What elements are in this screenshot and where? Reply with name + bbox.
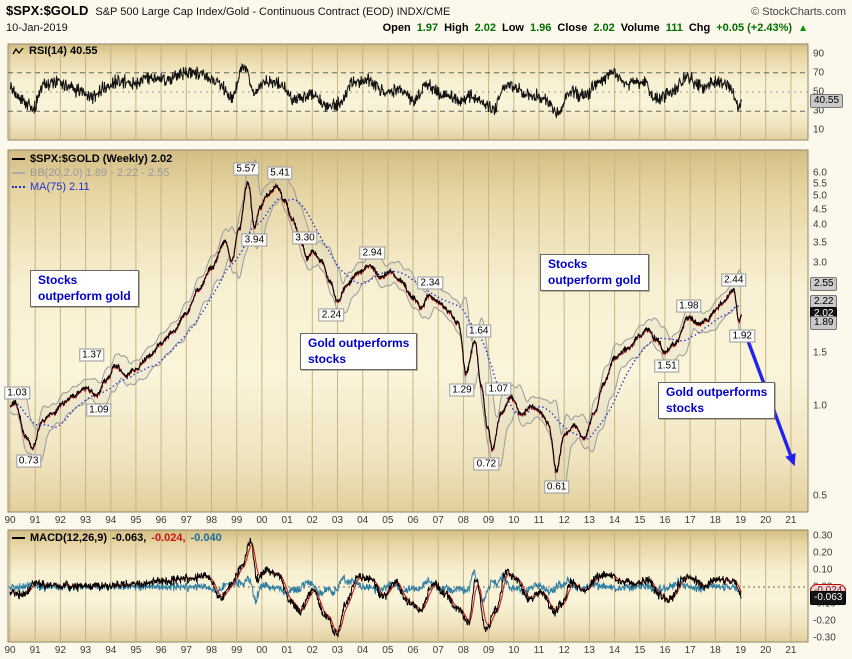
volume-value: 111 bbox=[665, 22, 683, 34]
rsi-legend: RSI(14) 40.55 bbox=[12, 45, 97, 57]
macd-value: -0.063, bbox=[112, 532, 147, 544]
high-value: 2.02 bbox=[474, 22, 496, 34]
price-legend: $SPX:$GOLD (Weekly) 2.02 bbox=[12, 153, 172, 165]
price-line-swatch bbox=[12, 158, 25, 160]
macd-legend: MACD(12,26,9) -0.063, -0.024, -0.040 bbox=[12, 532, 222, 544]
bb-legend: BB(20,2.0) 1.89 - 2.22 - 2.55 bbox=[12, 167, 169, 179]
macd-legend-label: MACD(12,26,9) bbox=[30, 532, 108, 544]
high-label: High bbox=[444, 22, 469, 34]
close-label: Close bbox=[557, 22, 588, 34]
up-triangle-icon: ▲ bbox=[798, 23, 808, 34]
bb-line-swatch bbox=[12, 172, 25, 174]
ma-line-swatch bbox=[12, 186, 25, 188]
macd-line bbox=[9, 537, 742, 638]
macd-line-swatch bbox=[12, 537, 25, 539]
close-value: 2.02 bbox=[593, 22, 615, 34]
rsi-legend-label: RSI(14) 40.55 bbox=[29, 45, 98, 57]
ma75-line bbox=[9, 197, 742, 440]
header: $SPX:$GOLD S&P 500 Large Cap Index/Gold … bbox=[6, 3, 846, 18]
chart-title: S&P 500 Large Cap Index/Gold - Continuou… bbox=[95, 6, 451, 18]
bollinger-lower-line bbox=[9, 198, 742, 493]
rsi-line bbox=[9, 62, 742, 119]
quote-row: 10-Jan-2019 Open 1.97 High 2.02 Low 1.96… bbox=[6, 22, 846, 34]
macd-signal-value: -0.024, bbox=[151, 532, 186, 544]
low-value: 1.96 bbox=[529, 22, 552, 34]
ma-legend: MA(75) 2.11 bbox=[12, 181, 90, 193]
symbol-label: $SPX:$GOLD bbox=[6, 3, 89, 18]
source-credit: © StockCharts.com bbox=[751, 6, 846, 18]
price-legend-label: $SPX:$GOLD (Weekly) 2.02 bbox=[30, 153, 173, 165]
price-line bbox=[9, 181, 742, 473]
chg-value: +0.05 (+2.43%) bbox=[716, 22, 793, 34]
bb-legend-label: BB(20,2.0) 1.89 - 2.22 - 2.55 bbox=[30, 167, 170, 179]
open-label: Open bbox=[382, 22, 411, 34]
low-label: Low bbox=[501, 22, 524, 34]
rsi-legend-icon bbox=[12, 47, 24, 55]
ma-legend-label: MA(75) 2.11 bbox=[30, 181, 90, 193]
open-value: 1.97 bbox=[416, 22, 439, 34]
quote-date: 10-Jan-2019 bbox=[6, 22, 68, 34]
price-panel bbox=[7, 149, 809, 513]
volume-label: Volume bbox=[620, 22, 660, 34]
macd-hist-value: -0.040 bbox=[190, 532, 222, 544]
chg-label: Chg bbox=[688, 22, 711, 34]
trend-arrow-head bbox=[785, 453, 796, 467]
